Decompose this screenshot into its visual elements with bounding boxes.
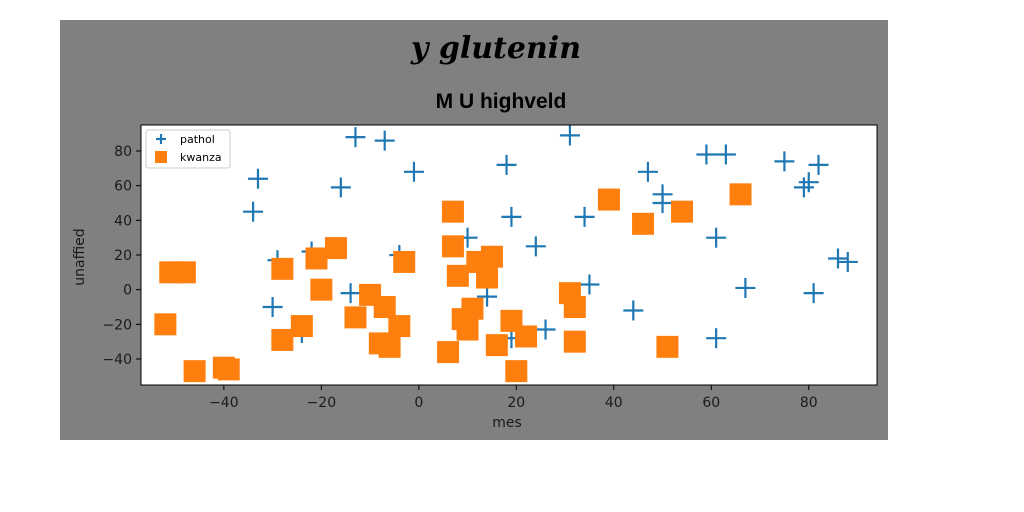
legend-label-pathol: pathol	[180, 133, 215, 146]
data-point-pathol	[525, 236, 546, 257]
data-point-kwanza	[271, 257, 294, 280]
x-tick-label: −40	[209, 395, 239, 411]
y-tick-label: −40	[102, 352, 132, 368]
scatter-chart: y glutenin M U highveld −40 −20 0 20 40 60 80 …	[72, 31, 878, 431]
data-point-pathol	[501, 206, 522, 227]
data-point-pathol	[637, 161, 658, 182]
data-point-pathol	[403, 161, 424, 182]
data-point-pathol	[243, 201, 264, 222]
data-point-kwanza	[310, 278, 333, 301]
data-point-pathol	[262, 297, 283, 317]
data-point-pathol	[808, 154, 829, 175]
x-tick-label: −20	[307, 395, 337, 411]
data-point-kwanza	[290, 315, 313, 338]
data-point-kwanza	[173, 261, 196, 284]
data-point-kwanza	[154, 313, 177, 336]
data-point-kwanza	[344, 306, 367, 329]
legend: pathol kwanza	[145, 129, 231, 169]
data-point-pathol	[559, 125, 580, 146]
legend-marker-pathol	[156, 134, 166, 144]
data-point-kwanza	[441, 235, 464, 258]
data-point-pathol	[340, 283, 361, 304]
data-point-kwanza	[515, 325, 538, 348]
x-tick-label: 60	[702, 395, 720, 411]
x-tick-label: 80	[800, 395, 818, 411]
data-point-kwanza	[437, 341, 460, 364]
data-point-kwanza	[393, 250, 416, 273]
y-tick-label: 20	[114, 248, 132, 264]
chart-figure: y glutenin M U highveld −40 −20 0 20 40 60 80 …	[60, 20, 888, 440]
data-point-kwanza	[476, 266, 499, 289]
data-point-kwanza	[305, 247, 328, 270]
data-point-pathol	[574, 206, 595, 227]
data-point-kwanza	[632, 212, 655, 235]
x-tick-label: 40	[605, 395, 623, 411]
chart-suptitle: y glutenin	[410, 31, 581, 66]
data-point-pathol	[652, 184, 673, 205]
data-point-kwanza	[461, 297, 484, 320]
data-point-kwanza	[563, 330, 586, 353]
x-tick-label: 0	[414, 395, 423, 411]
y-tick-label: 80	[114, 144, 132, 160]
data-point-pathol	[535, 319, 556, 340]
plot-area	[141, 125, 877, 385]
data-point-kwanza	[505, 360, 528, 383]
legend-square-icon	[155, 151, 167, 163]
data-point-pathol	[696, 144, 717, 165]
data-point-pathol	[496, 154, 517, 175]
chart-title: M U highveld	[436, 90, 567, 113]
data-point-pathol	[828, 248, 849, 269]
data-point-kwanza	[441, 200, 464, 223]
data-point-pathol	[706, 227, 727, 248]
data-point-kwanza	[378, 335, 401, 358]
data-point-kwanza	[597, 188, 620, 211]
data-point-kwanza	[729, 183, 752, 206]
data-point-kwanza	[480, 245, 503, 268]
data-point-pathol	[798, 172, 819, 193]
y-axis-label: unaffied	[72, 228, 88, 285]
data-point-pathol	[247, 168, 268, 189]
y-tick-label: 40	[114, 213, 132, 229]
legend-marker-kwanza	[155, 151, 167, 163]
data-point-kwanza	[217, 358, 240, 381]
data-point-pathol	[330, 177, 351, 198]
data-point-pathol	[345, 127, 366, 148]
data-point-pathol	[837, 251, 858, 272]
x-axis: −40 −20 0 20 40 60 80	[209, 385, 818, 411]
data-point-kwanza	[324, 237, 347, 260]
y-tick-label: 0	[123, 283, 132, 299]
data-point-pathol	[374, 130, 395, 151]
data-point-pathol	[706, 328, 727, 349]
data-point-kwanza	[656, 335, 679, 358]
data-point-kwanza	[388, 315, 411, 338]
data-point-pathol	[715, 144, 736, 165]
data-point-pathol	[735, 277, 756, 298]
data-point-kwanza	[271, 328, 294, 351]
data-point-kwanza	[485, 334, 508, 357]
data-point-kwanza	[373, 296, 396, 318]
y-tick-label: −20	[102, 317, 132, 333]
data-point-kwanza	[671, 200, 694, 223]
data-point-kwanza	[446, 264, 469, 287]
data-points	[154, 125, 858, 383]
data-point-pathol	[579, 274, 600, 295]
legend-plus-icon	[156, 134, 166, 144]
data-point-pathol	[803, 283, 824, 304]
x-axis-label: mes	[492, 415, 522, 431]
data-point-pathol	[477, 286, 498, 307]
data-point-kwanza	[563, 296, 586, 318]
data-point-pathol	[774, 151, 795, 172]
x-tick-label: 20	[507, 395, 525, 411]
data-point-kwanza	[183, 360, 206, 383]
data-point-pathol	[793, 177, 814, 198]
y-axis: −40 −20 0 20 40 60 80	[102, 144, 141, 368]
y-tick-label: 60	[114, 179, 132, 195]
legend-label-kwanza: kwanza	[180, 151, 222, 164]
data-point-pathol	[623, 300, 644, 321]
data-point-kwanza	[456, 318, 479, 341]
